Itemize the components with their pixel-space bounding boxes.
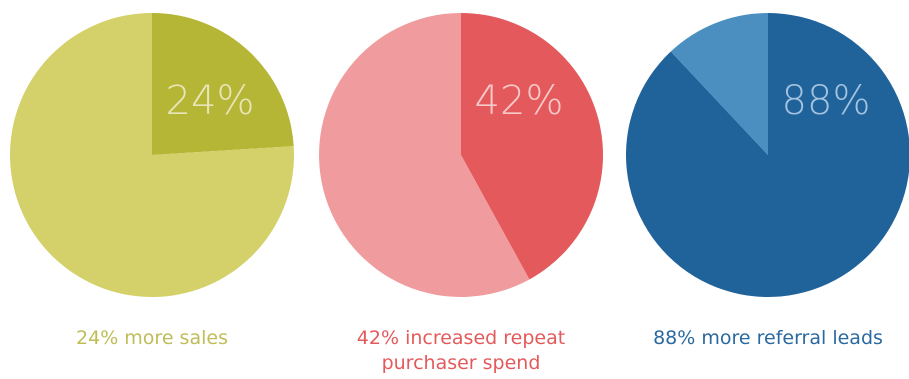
caption-sales: 24% more sales — [76, 327, 228, 349]
pie-slice-repeat-spend-rest — [319, 13, 530, 297]
pie-slice-repeat-spend-highlight — [461, 13, 604, 280]
pie-chart-referral-leads: 88% — [626, 12, 909, 297]
pie-slice-sales-rest — [10, 12, 295, 297]
pie-percent-label-referral-leads: 88% — [782, 78, 871, 124]
pie-chart-repeat-spend: 42% — [319, 13, 604, 297]
pie-slice-referral-leads-highlight — [626, 13, 909, 297]
caption-repeat-spend: 42% increased repeat purchaser spend — [356, 327, 566, 374]
pie-chart-sales: 24% — [10, 12, 295, 297]
pie-slice-referral-leads-rest — [670, 12, 768, 155]
pie-percent-label-sales: 24% — [166, 78, 255, 124]
pie-percent-label-repeat-spend: 42% — [475, 78, 564, 124]
caption-referral-leads: 88% more referral leads — [653, 327, 883, 349]
pie-slice-sales-highlight — [152, 13, 294, 155]
